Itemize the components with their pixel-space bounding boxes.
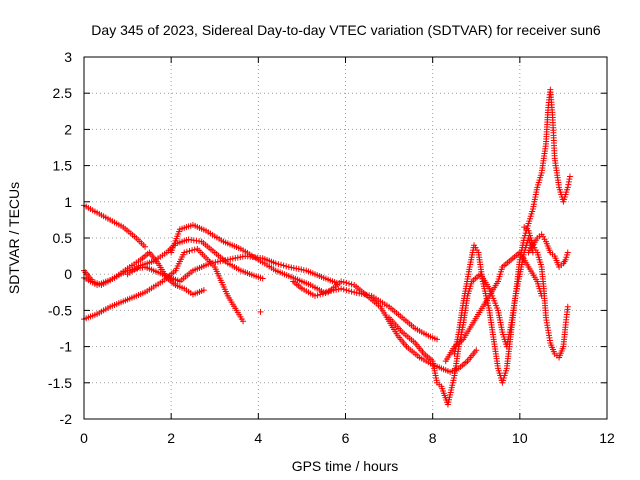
data-point-marker xyxy=(189,247,196,254)
data-point-marker xyxy=(564,184,571,191)
data-point-marker xyxy=(343,279,350,286)
x-tick-label: 0 xyxy=(80,430,88,446)
data-point-marker xyxy=(338,278,345,285)
data-point-marker xyxy=(473,347,480,354)
data-point-marker xyxy=(259,275,266,282)
data-point-marker xyxy=(564,303,571,310)
x-tick-label: 8 xyxy=(429,430,437,446)
x-tick-label: 12 xyxy=(599,430,615,446)
data-point-marker xyxy=(183,248,190,255)
series-1 xyxy=(81,202,149,250)
x-tick-label: 6 xyxy=(342,430,350,446)
data-point-marker xyxy=(317,291,324,298)
x-tick-label: 4 xyxy=(254,430,262,446)
data-point-marker xyxy=(345,287,352,294)
x-tick-label: 10 xyxy=(512,430,528,446)
data-point-marker xyxy=(200,287,207,294)
chart-title: Day 345 of 2023, Sidereal Day-to-day VTE… xyxy=(91,22,601,38)
data-point-marker xyxy=(340,286,347,293)
y-tick-label: 1.5 xyxy=(53,158,73,174)
data-point-marker xyxy=(338,285,345,292)
data-point-marker xyxy=(181,249,188,256)
data-point-marker xyxy=(257,308,264,315)
data-point-marker xyxy=(186,248,193,255)
data-point-marker xyxy=(277,261,284,268)
data-points xyxy=(81,86,573,408)
y-tick-label: 1 xyxy=(64,194,72,210)
y-tick-label: -2 xyxy=(60,411,73,427)
y-tick-label: 3 xyxy=(64,49,72,65)
y-tick-label: -1.5 xyxy=(48,375,72,391)
data-point-marker xyxy=(275,261,282,268)
data-point-marker xyxy=(565,178,572,185)
series-12 xyxy=(521,224,571,361)
series-10 xyxy=(451,235,536,386)
data-point-marker xyxy=(272,260,279,267)
data-point-marker xyxy=(348,281,355,288)
y-tick-label: -1 xyxy=(60,339,73,355)
data-point-marker xyxy=(345,280,352,287)
data-point-marker xyxy=(348,288,355,295)
y-tick-label: 0.5 xyxy=(53,230,73,246)
series-11 xyxy=(442,249,545,365)
series-7 xyxy=(257,308,264,315)
y-axis-label: SDTVAR / TECUs xyxy=(6,182,22,294)
data-point-marker xyxy=(283,263,290,270)
data-point-marker xyxy=(322,290,329,297)
data-point-marker xyxy=(314,292,321,299)
data-point-marker xyxy=(343,287,350,294)
data-point-marker xyxy=(565,181,572,188)
data-point-marker xyxy=(564,249,571,256)
y-tick-label: -0.5 xyxy=(48,302,72,318)
y-tick-label: 2.5 xyxy=(53,85,73,101)
x-tick-label: 2 xyxy=(167,430,175,446)
y-tick-label: 2 xyxy=(64,121,72,137)
y-tick-label: 0 xyxy=(64,266,72,282)
data-point-marker xyxy=(566,176,573,183)
data-point-marker xyxy=(340,279,347,286)
grid xyxy=(84,57,607,419)
series-13 xyxy=(525,231,571,270)
data-point-marker xyxy=(566,173,573,180)
data-point-marker xyxy=(191,246,198,253)
x-axis-label: GPS time / hours xyxy=(292,458,399,474)
data-point-marker xyxy=(240,318,247,325)
plot-frame xyxy=(83,56,608,420)
data-point-marker xyxy=(319,290,326,297)
data-point-marker xyxy=(280,262,287,269)
data-point-marker xyxy=(142,243,149,250)
data-point-marker xyxy=(434,336,441,343)
data-point-marker xyxy=(311,292,318,299)
